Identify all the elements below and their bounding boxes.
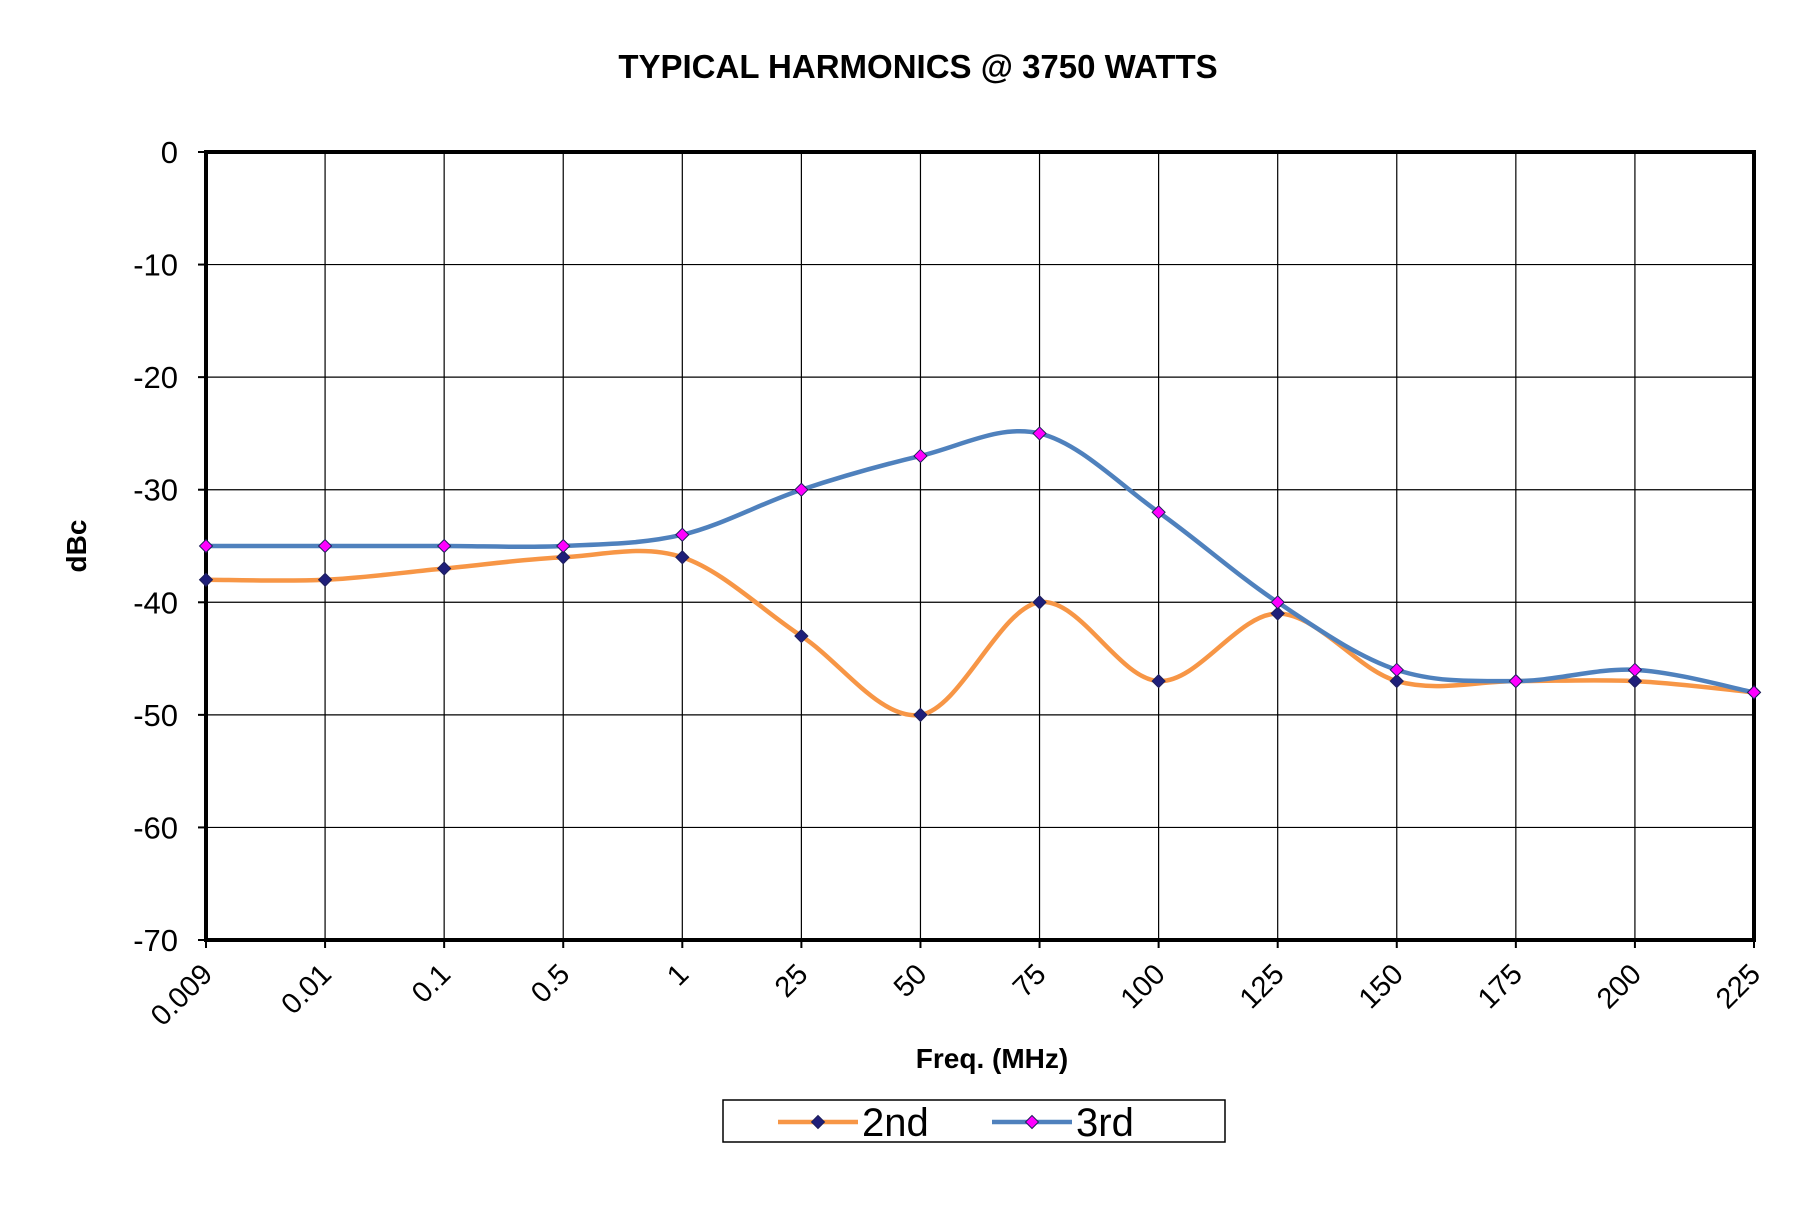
- x-tick-label: 0.5: [525, 958, 576, 1009]
- data-point-3rd: [1627, 662, 1643, 678]
- x-tick-label: 0.009: [145, 958, 219, 1032]
- data-point-3rd: [1389, 662, 1404, 678]
- data-point-2nd: [1151, 673, 1166, 689]
- legend-swatch-marker: [810, 1114, 826, 1130]
- series-2nd: [198, 548, 1762, 723]
- x-tick-label: 175: [1472, 958, 1529, 1015]
- chart-title: TYPICAL HARMONICS @ 3750 WATTS: [618, 48, 1217, 85]
- x-axis-label: Freq. (MHz): [916, 1043, 1068, 1074]
- data-point-2nd: [1389, 673, 1404, 689]
- data-point-3rd: [1151, 505, 1166, 520]
- data-point-3rd: [198, 538, 214, 554]
- data-point-3rd: [794, 482, 809, 497]
- y-tick-label: -10: [133, 248, 178, 283]
- data-point-2nd: [198, 572, 214, 587]
- data-point-3rd: [675, 527, 690, 542]
- data-point-3rd: [1746, 685, 1762, 700]
- x-tick-label: 0.1: [406, 958, 457, 1009]
- series: [198, 426, 1762, 723]
- y-tick-label: -30: [133, 473, 178, 508]
- data-point-2nd: [913, 707, 928, 723]
- data-point-3rd: [436, 538, 452, 554]
- x-tick-label: 225: [1710, 958, 1767, 1015]
- x-tick-label: 100: [1115, 958, 1172, 1015]
- data-point-3rd: [1508, 673, 1524, 689]
- data-point-2nd: [794, 628, 809, 644]
- x-tick-label: 50: [888, 958, 933, 1003]
- data-point-2nd: [1627, 673, 1643, 689]
- data-point-2nd: [436, 561, 452, 576]
- x-tick-label: 1: [661, 958, 695, 992]
- y-tick-label: -70: [133, 923, 178, 958]
- data-point-3rd: [317, 538, 333, 554]
- data-point-3rd: [556, 538, 571, 554]
- x-tick-label: 25: [769, 958, 814, 1003]
- x-tick-label: 0.01: [275, 958, 338, 1021]
- data-point-2nd: [556, 550, 571, 565]
- x-axis-ticks: 0.009 0.01 0.1 0.5 1 25 50 75 100 125 150 175 200 225: [145, 940, 1767, 1032]
- y-tick-label: -60: [133, 810, 178, 845]
- legend: 2nd 3rd: [722, 1099, 1226, 1145]
- x-tick-label: 125: [1234, 958, 1291, 1015]
- y-tick-label: 0: [161, 135, 178, 170]
- series-line-3rd: [203, 428, 1757, 695]
- x-tick-label: 200: [1591, 958, 1648, 1015]
- data-point-3rd: [1270, 595, 1285, 610]
- series-line-2nd: [203, 548, 1757, 718]
- y-axis-ticks: 0 -10 -20 -30 -40 -50 -60 -70: [133, 135, 206, 958]
- legend-item-3rd: 3rd: [992, 1101, 1134, 1145]
- y-tick-label: -50: [133, 698, 178, 733]
- y-tick-label: -20: [133, 360, 178, 395]
- data-point-2nd: [1270, 606, 1285, 621]
- data-point-2nd: [317, 572, 333, 587]
- legend-label: 3rd: [1076, 1101, 1134, 1145]
- data-point-3rd: [1032, 426, 1047, 441]
- y-tick-label: -40: [133, 585, 178, 620]
- legend-label: 2nd: [862, 1101, 929, 1145]
- series-3rd: [198, 426, 1762, 700]
- data-point-3rd: [913, 448, 928, 464]
- legend-swatch-marker: [1024, 1114, 1040, 1130]
- y-axis-label: dBc: [61, 520, 92, 573]
- x-tick-label: 75: [1007, 958, 1052, 1003]
- data-point-2nd: [675, 550, 690, 565]
- x-tick-label: 150: [1353, 958, 1410, 1015]
- legend-item-2nd: 2nd: [778, 1101, 929, 1145]
- data-point-2nd: [1032, 595, 1047, 610]
- legend-items: 2nd 3rd: [778, 1101, 1134, 1145]
